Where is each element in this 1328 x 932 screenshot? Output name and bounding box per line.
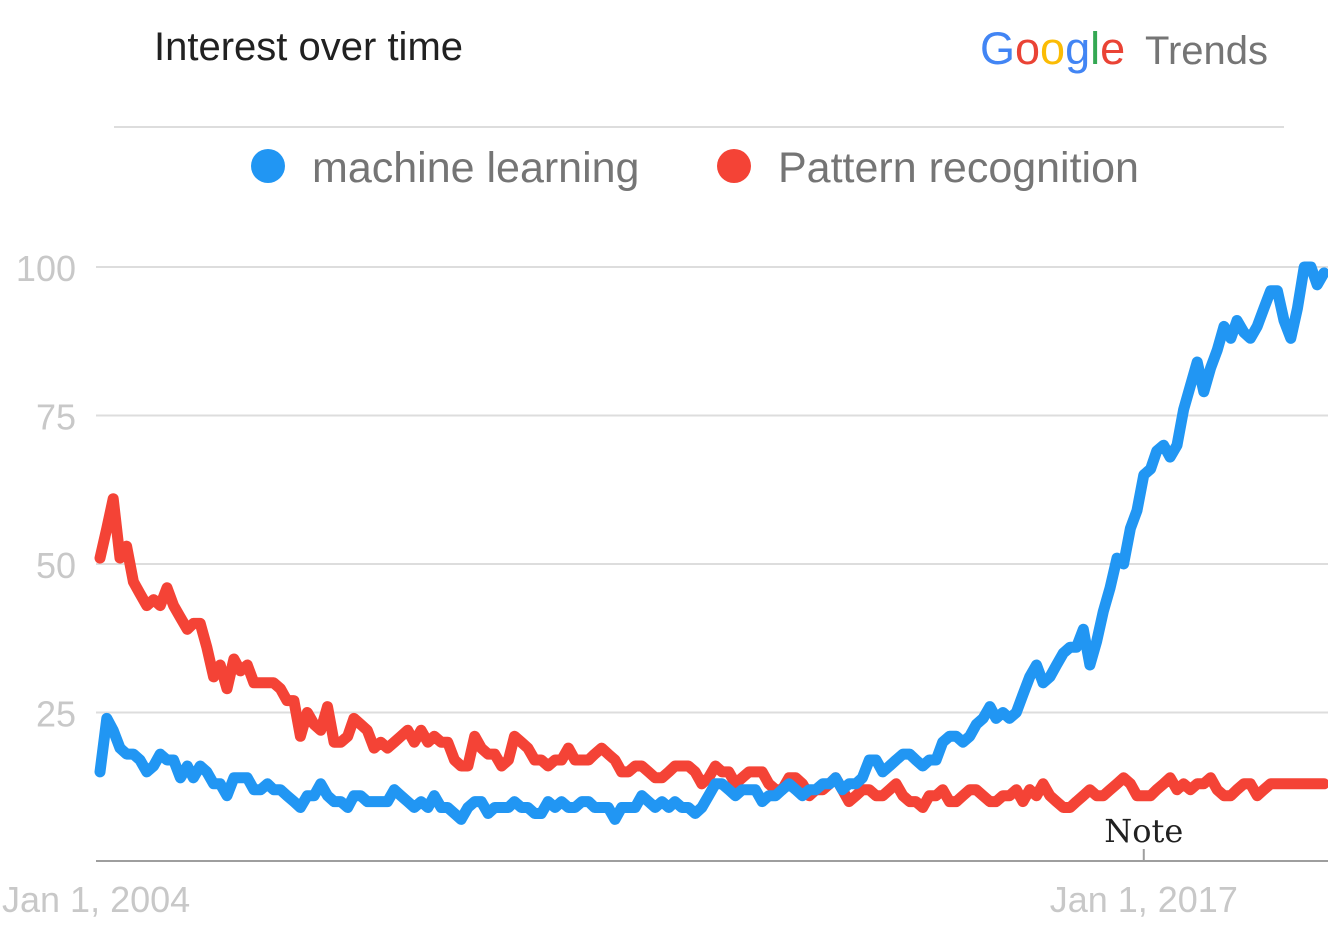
logo-letter: G	[980, 23, 1015, 74]
legend-label-machine-learning: machine learning	[312, 144, 639, 192]
trends-wordmark: Trends	[1145, 29, 1268, 73]
google-trends-logo: Google Trends	[980, 23, 1268, 74]
legend-marker-machine-learning	[251, 149, 285, 183]
logo-letter: o	[1040, 23, 1065, 74]
logo-letter: l	[1090, 23, 1100, 74]
google-wordmark: Google	[980, 23, 1125, 74]
x-axis-ticks: Jan 1, 2004 Jan 1, 2017	[2, 849, 1238, 920]
note-annotation[interactable]: Note	[1104, 812, 1183, 850]
legend: machine learning Pattern recognition	[251, 144, 1139, 192]
legend-marker-pattern-recognition	[717, 149, 751, 183]
note-label[interactable]: Note	[1104, 812, 1183, 850]
logo-letter: o	[1015, 23, 1040, 74]
y-tick-label: 50	[36, 545, 76, 586]
legend-label-pattern-recognition: Pattern recognition	[778, 144, 1139, 192]
logo-letter: e	[1100, 23, 1125, 74]
y-tick-label: 100	[16, 248, 76, 289]
series-line-pattern-recognition	[94, 493, 1328, 813]
series-lines	[94, 261, 1328, 825]
y-tick-label: 75	[36, 397, 76, 438]
y-tick-label: 25	[36, 694, 76, 735]
series-line-machine-learning	[94, 261, 1328, 825]
logo-letter: g	[1065, 23, 1090, 74]
chart-title: Interest over time	[154, 25, 463, 69]
x-tick-label: Jan 1, 2017	[1050, 879, 1238, 920]
x-tick-label: Jan 1, 2004	[2, 879, 190, 920]
y-axis-ticks: 25 50 75 100	[16, 248, 76, 735]
